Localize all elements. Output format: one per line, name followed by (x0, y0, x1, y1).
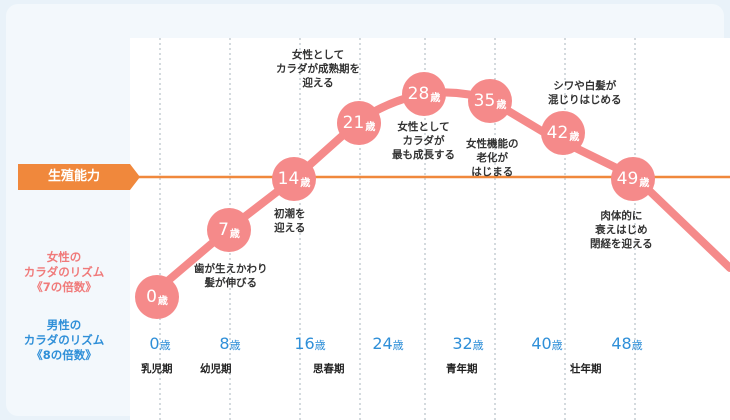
female-age-circle: 28 歳 (402, 72, 446, 116)
note-age7: 歯が生えかわり 髪が伸びる (194, 262, 268, 290)
female-age-unit: 歳 (229, 228, 240, 240)
fertility-label: 生殖能力 (18, 164, 130, 190)
male-age-32: 32歳 (452, 334, 484, 353)
female-label-line: 女性の (46, 250, 82, 264)
female-age-number: 49 (616, 169, 639, 189)
note-line: シワや白髪が (553, 80, 617, 92)
note-line: 最も成長する (392, 149, 455, 161)
female-age-unit: 歳 (569, 131, 580, 143)
female-age-circle: 21 歳 (337, 101, 381, 145)
female-age-number: 35 (473, 91, 496, 111)
female-age-unit: 歳 (365, 121, 376, 133)
note-line: 迎える (274, 222, 306, 234)
note-age35: 女性機能の 老化が はじまる (466, 137, 519, 179)
female-age-number: 14 (277, 169, 300, 189)
stage-infant: 乳児期 (141, 363, 173, 375)
note-line: 初潮を (274, 208, 306, 220)
note-age21: 女性として カラダが成熟期を 迎える (276, 48, 360, 90)
female-age-circle: 35 歳 (468, 79, 512, 123)
male-label-line: カラダのリズム (23, 333, 105, 347)
note-age42: シワや白髪が 混じりはじめる (548, 79, 622, 107)
note-age28: 女性として カラダが 最も成長する (392, 120, 455, 162)
female-age-circle: 49 歳 (611, 157, 655, 201)
stage-puberty: 思春期 (313, 363, 345, 375)
male-age-40: 40歳 (531, 334, 563, 353)
male-age-24: 24歳 (372, 334, 404, 353)
note-line: カラダが (402, 135, 445, 147)
note-age49: 肉体的に 衰えはじめ 閉経を迎える (590, 209, 653, 251)
male-label-line: 《8の倍数》 (31, 348, 97, 362)
note-line: 歯が生えかわり (194, 263, 268, 275)
note-line: 肉体的に (600, 210, 643, 222)
male-label-line: 男性の (46, 318, 82, 332)
note-line: 髪が伸びる (204, 277, 258, 289)
male-age-16: 16歳 (294, 334, 326, 353)
female-age-number: 21 (342, 113, 365, 133)
female-age-unit: 歳 (496, 99, 507, 111)
male-rhythm-label: 男性の カラダのリズム 《8の倍数》 (4, 318, 124, 363)
female-age-unit: 歳 (430, 92, 441, 104)
note-line: 閉経を迎える (590, 238, 653, 250)
stage-prime: 壮年期 (570, 363, 602, 375)
note-line: 老化が (476, 152, 509, 164)
male-age-8: 8歳 (219, 334, 241, 353)
female-age-circle: 14 歳 (272, 157, 316, 201)
stage-youth: 青年期 (446, 363, 478, 375)
female-age-number: 7 (218, 220, 229, 240)
male-age-0: 0歳 (149, 334, 171, 353)
note-line: カラダが成熟期を (276, 63, 360, 75)
fertility-arrow (130, 164, 140, 190)
male-age-48: 48歳 (611, 334, 643, 353)
note-line: 混じりはじめる (548, 94, 622, 106)
female-age-number: 42 (546, 123, 569, 143)
female-age-circle: 42 歳 (541, 111, 585, 155)
female-rhythm-label: 女性の カラダのリズム 《7の倍数》 (4, 250, 124, 295)
female-age-unit: 歳 (157, 295, 168, 307)
female-age-unit: 歳 (300, 177, 311, 189)
note-age14: 初潮を 迎える (274, 207, 306, 235)
note-line: 衰えはじめ (595, 224, 648, 236)
stage-toddler: 幼児期 (200, 363, 232, 375)
female-label-line: 《7の倍数》 (31, 280, 97, 294)
female-age-number: 0 (146, 287, 157, 307)
note-line: はじまる (471, 166, 514, 178)
note-line: 女性機能の (466, 138, 519, 150)
note-line: 女性として (291, 49, 345, 61)
female-age-unit: 歳 (639, 177, 650, 189)
female-label-line: カラダのリズム (23, 265, 105, 279)
female-age-number: 28 (407, 84, 430, 104)
note-line: 女性として (397, 121, 450, 133)
note-line: 迎える (302, 77, 334, 89)
